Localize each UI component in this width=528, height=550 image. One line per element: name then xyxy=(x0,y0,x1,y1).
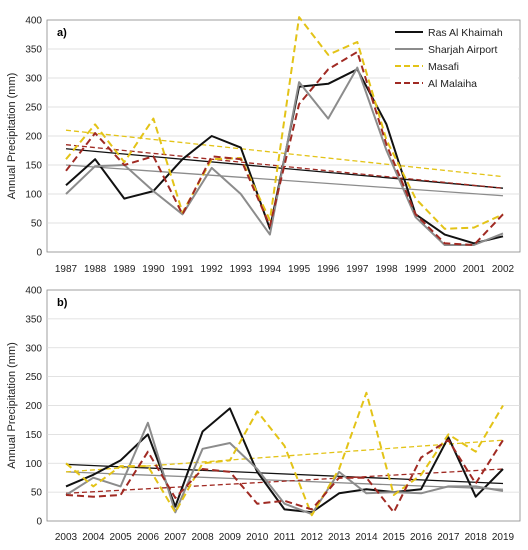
legend-box xyxy=(390,22,518,92)
x-tick-label: 2005 xyxy=(110,532,133,543)
y-tick-label: 150 xyxy=(25,430,42,441)
x-tick-label: 1992 xyxy=(201,264,224,275)
x-tick-label: 2018 xyxy=(465,532,488,543)
series-line-sharjah-airport xyxy=(65,66,504,246)
y-tick-label: 300 xyxy=(25,343,42,354)
trendline-sharjah-airport xyxy=(65,164,504,197)
x-tick-label: 2017 xyxy=(437,532,460,543)
series-line-al-malaiha xyxy=(65,439,504,514)
legend-label: Masafi xyxy=(428,61,459,73)
y-tick-label: 250 xyxy=(25,372,42,383)
x-tick-label: 1999 xyxy=(404,264,427,275)
x-tick-label: 2007 xyxy=(164,532,187,543)
x-tick-label: 1997 xyxy=(346,264,369,275)
x-tick-label: 2004 xyxy=(82,532,105,543)
y-tick-label: 100 xyxy=(25,190,42,201)
legend: Ras Al Khaimah Sharjah Airport Masafi Al Ma… xyxy=(390,22,518,92)
y-tick-label: 300 xyxy=(25,74,42,85)
x-tick-label: 2012 xyxy=(301,532,324,543)
panel-a: 0 50 100 150 200 250 300 350 400 1987 1988 1989 1990… xyxy=(6,16,521,275)
panel-label: a) xyxy=(57,27,67,39)
x-tick-label: 1988 xyxy=(84,264,107,275)
y-tick-label: 200 xyxy=(25,132,42,143)
y-axis-label: Annual Precipitation (mm) xyxy=(6,73,18,200)
y-tick-label: 0 xyxy=(36,517,42,528)
series-line-al-malaiha xyxy=(65,50,504,246)
y-tick-label: 250 xyxy=(25,103,42,114)
x-tick-label: 2011 xyxy=(274,532,296,543)
x-tick-label: 2002 xyxy=(492,264,515,275)
y-tick-label: 350 xyxy=(25,45,42,56)
x-tick-label: 2014 xyxy=(355,532,378,543)
panel-b: 0 50 100 150 200 250 300 350 400 2003 2004 2005 2006… xyxy=(6,286,521,543)
x-tick-label: 2019 xyxy=(492,532,515,543)
y-tick-label: 400 xyxy=(25,286,42,297)
series-line-masafi xyxy=(65,391,504,517)
x-tick-label: 2003 xyxy=(55,532,78,543)
x-tick-label: 1994 xyxy=(259,264,282,275)
y-tick-label: 0 xyxy=(36,248,42,259)
x-tick-label: 1987 xyxy=(55,264,78,275)
y-axis-label: Annual Precipitation (mm) xyxy=(6,342,18,469)
series-line-sharjah-airport xyxy=(65,421,504,516)
x-tick-label: 1993 xyxy=(230,264,253,275)
panel-label: b) xyxy=(57,297,68,309)
y-tick-label: 50 xyxy=(31,488,43,499)
x-tick-label: 1989 xyxy=(113,264,136,275)
x-tick-label: 2009 xyxy=(219,532,242,543)
x-tick-label: 1998 xyxy=(375,264,398,275)
legend-label: Ras Al Khaimah xyxy=(428,27,503,39)
x-tick-label: 2008 xyxy=(191,532,214,543)
x-tick-label: 2001 xyxy=(463,264,486,275)
trendline-ras-al-khaimah xyxy=(65,463,504,485)
trendline-al-malaiha xyxy=(65,144,504,189)
x-tick-label: 1995 xyxy=(288,264,311,275)
y-tick-label: 400 xyxy=(25,16,42,27)
x-tick-label: 2015 xyxy=(383,532,406,543)
legend-label: Al Malaiha xyxy=(428,78,477,90)
x-tick-label: 2013 xyxy=(328,532,351,543)
x-tick-label: 1990 xyxy=(142,264,165,275)
x-tick-label: 1996 xyxy=(317,264,340,275)
series-line-masafi xyxy=(65,16,504,230)
legend-label: Sharjah Airport xyxy=(428,44,498,56)
y-tick-label: 100 xyxy=(25,459,42,470)
x-tick-label: 2006 xyxy=(137,532,160,543)
y-tick-label: 200 xyxy=(25,401,42,412)
x-tick-label: 1991 xyxy=(171,264,194,275)
x-tick-label: 2000 xyxy=(434,264,457,275)
x-tick-label: 2016 xyxy=(410,532,433,543)
y-tick-label: 350 xyxy=(25,314,42,325)
y-tick-label: 50 xyxy=(31,219,43,230)
y-tick-label: 150 xyxy=(25,161,42,172)
x-tick-label: 2010 xyxy=(246,532,269,543)
